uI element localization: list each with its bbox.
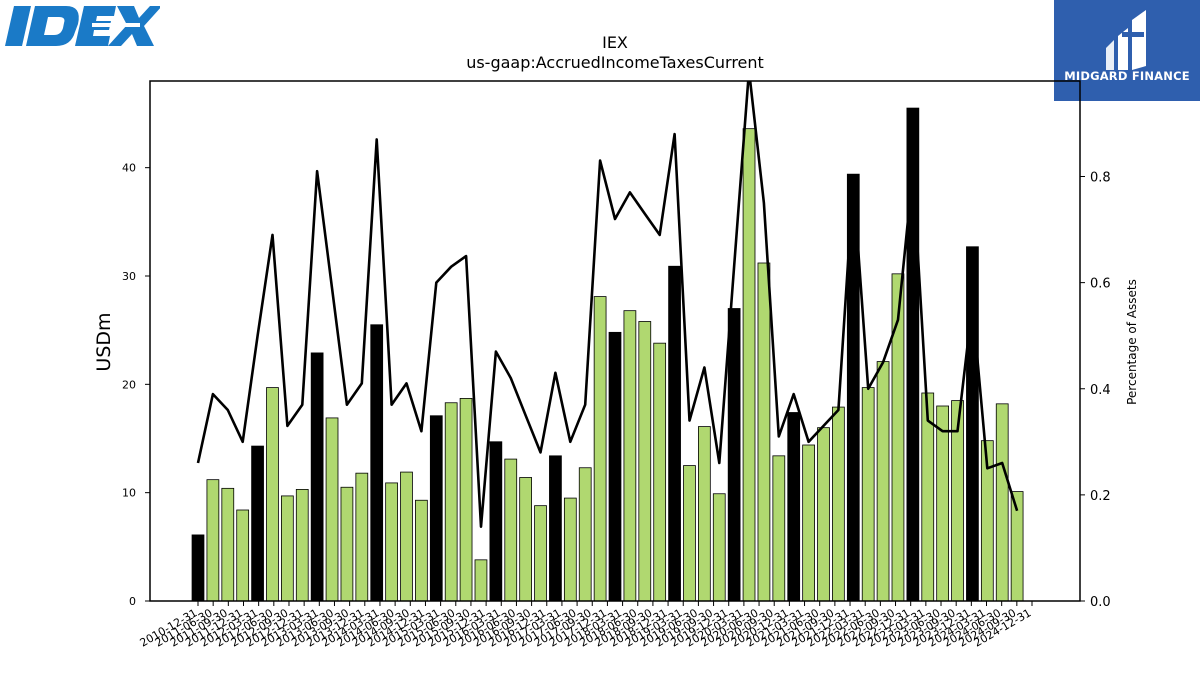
bar [608,331,622,602]
bar [429,415,443,602]
y2-tick-label: 0.8 [1090,171,1111,186]
bar [742,128,756,602]
bar [698,426,711,602]
bar [832,406,845,602]
idex-logo [5,6,160,46]
bar [802,444,815,602]
bar [325,417,339,602]
bar [578,467,592,602]
bar [489,441,503,602]
bar [370,324,384,602]
bar [221,487,235,602]
y2-tick-label: 0.4 [1090,383,1111,398]
midgard-finance-logo: MIDGARD FINANCE [1054,0,1200,101]
plot-frame [149,80,1081,602]
bar [653,342,667,602]
y2-ticks: 0.0 0.2 0.4 0.6 0.8 [1080,171,1111,610]
bar [638,321,652,602]
bar [206,479,220,602]
y-tick-label: 10 [122,487,136,500]
bar [474,559,488,602]
bar [727,308,741,602]
bar [787,412,801,602]
bar [876,361,890,602]
bar [295,489,309,602]
midgard-logo-text: MIDGARD FINANCE [1064,69,1190,83]
bar [266,387,279,602]
bar [236,509,250,602]
bar [385,482,398,602]
bar-series [191,107,1024,602]
bar [772,455,786,602]
bar [817,427,830,602]
y2-tick-label: 0.0 [1090,595,1111,610]
y-axis-label: USDm [93,312,115,371]
chart-subtitle: us-gaap:AccruedIncomeTaxesCurrent [466,53,764,72]
bar [683,465,696,602]
bar [400,471,413,602]
bar [191,534,205,602]
bar [966,246,979,602]
y2-tick-label: 0.2 [1090,489,1111,504]
axes [149,80,1081,602]
x-ticks: 2010-12-312011-06-302011-09-302011-12-31… [138,601,1034,650]
line-series [196,81,1019,529]
bar [995,403,1009,602]
bar [563,497,577,602]
y-tick-label: 40 [122,162,136,175]
bar [444,402,458,602]
bar [861,387,875,602]
bar [340,486,354,602]
bar [623,310,637,602]
y-tick-label: 20 [122,378,136,391]
bar [355,472,369,602]
y-tick-label: 30 [122,270,136,283]
bar [504,458,518,602]
midgard-emblem-icon [1106,10,1146,70]
bar [251,445,264,602]
y2-tick-label: 0.6 [1090,277,1111,292]
bar [668,265,681,602]
y2-axis-label: Percentage of Assets [1125,279,1139,405]
bar [310,352,324,602]
bar [712,493,726,602]
bar [459,398,473,602]
bar [757,262,771,602]
chart-title: IEX [602,33,628,52]
bar [415,499,428,602]
bar [936,405,950,602]
bar [519,477,533,602]
y-tick-label: 0 [129,595,136,608]
bar [549,455,562,602]
bar [280,495,294,602]
bar [534,505,547,602]
bar [593,296,607,602]
y-ticks: 0 10 20 30 40 [122,162,150,608]
percentage-line [196,81,1019,529]
